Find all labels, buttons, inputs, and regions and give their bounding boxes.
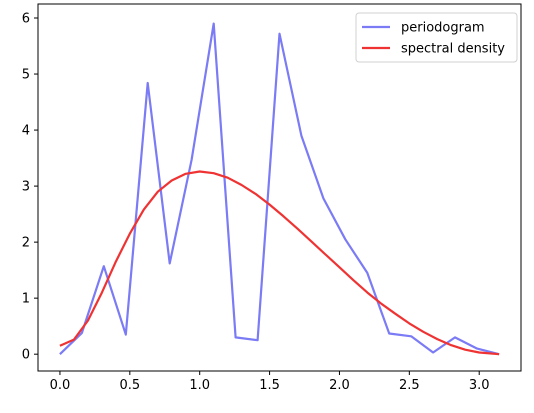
x-tick-label: 2.0 (329, 378, 350, 393)
x-tick-label: 1.0 (189, 378, 210, 393)
x-tick-label: 3.0 (469, 378, 490, 393)
x-tick-label: 0.0 (50, 378, 71, 393)
y-tick-label: 3 (22, 180, 30, 195)
legend-label: spectral density (401, 42, 505, 57)
y-tick-label: 1 (22, 292, 30, 307)
y-tick-label: 5 (22, 68, 30, 83)
series-line-spectral-density (59, 170, 500, 356)
legend: periodogram spectral density (355, 12, 518, 63)
y-tick-label: 6 (22, 12, 30, 27)
x-axis: 0.0 0.5 1.0 1.5 2.0 2.5 3.0 (50, 371, 490, 393)
x-tick-label: 2.5 (399, 378, 420, 393)
y-axis: 0 1 2 3 4 5 6 (22, 12, 38, 363)
legend-label: periodogram (401, 21, 485, 36)
y-tick-label: 4 (22, 124, 30, 139)
x-tick-label: 0.5 (119, 378, 140, 393)
legend-box (355, 12, 518, 63)
x-tick-label: 1.5 (259, 378, 280, 393)
series-line-periodogram (59, 22, 500, 356)
y-tick-label: 2 (22, 236, 30, 251)
y-tick-label: 0 (22, 348, 30, 363)
series-layer (59, 22, 500, 356)
